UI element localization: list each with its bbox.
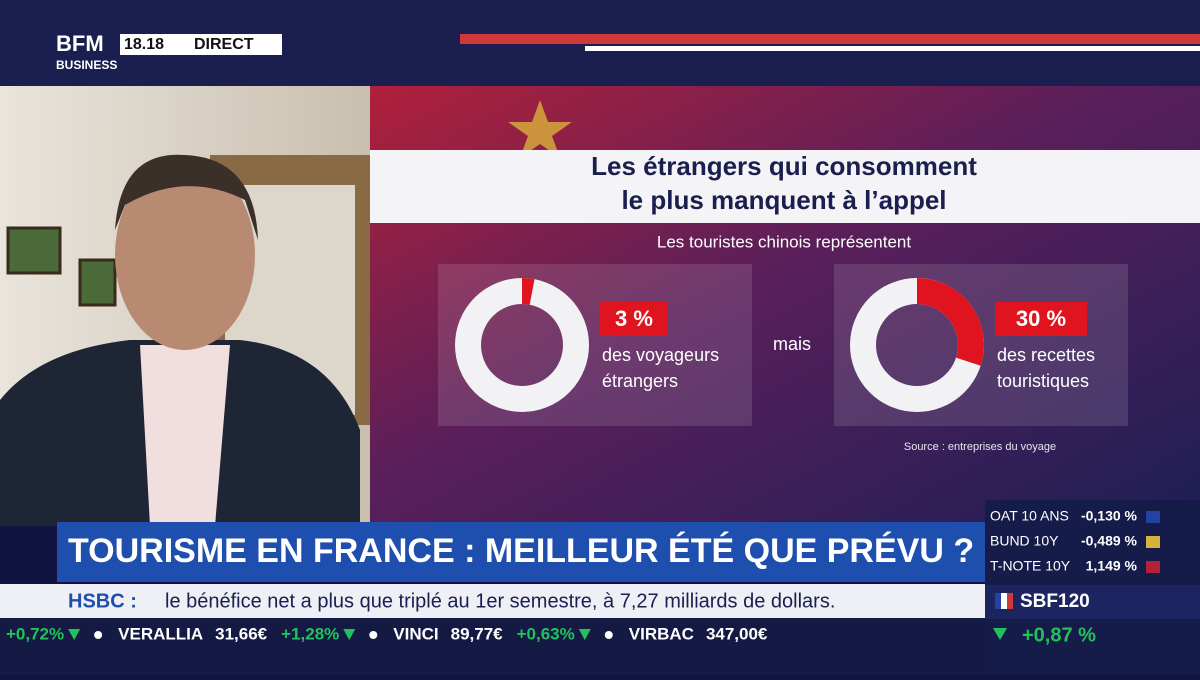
ticker-price: 347,00€: [706, 624, 768, 643]
shirt: [140, 345, 230, 526]
caption: étrangers: [602, 371, 678, 391]
ticker-name: VIRBAC: [629, 624, 694, 643]
ticker-price: 89,77€: [451, 624, 504, 643]
market-value: -0,130 %: [1081, 508, 1138, 524]
flag: [1007, 593, 1013, 609]
value-label: 30 %: [1016, 306, 1066, 331]
ticker-name: VINCI: [393, 624, 438, 643]
ticker-dot: [604, 631, 613, 639]
live: DIRECT: [194, 36, 254, 53]
news-bar: [0, 584, 985, 618]
title-band: [370, 150, 1200, 223]
value-label: 3 %: [615, 306, 653, 331]
donut-slice: [521, 278, 535, 305]
logo: BUSINESS: [56, 58, 117, 72]
market-name: T-NOTE 10Y: [990, 558, 1071, 574]
ticker-dot: [369, 631, 378, 639]
painting: [78, 258, 117, 307]
ticker-arrow: [68, 629, 81, 640]
ticker-change: +0,72%: [6, 624, 64, 643]
headline: TOURISME EN FRANCE : MEILLEUR ÉTÉ QUE PR…: [68, 532, 974, 570]
news-text: le bénéfice net a plus que triplé au 1er…: [165, 590, 835, 612]
index-name: SBF120: [1020, 591, 1090, 612]
ticker-price: 31,66€: [215, 624, 268, 643]
stripe: [460, 34, 1200, 44]
live-box: [120, 34, 282, 55]
ticker-name: VERALLIA: [118, 624, 203, 643]
logo: BFM: [56, 31, 104, 56]
index-change: +0,87 %: [1022, 624, 1096, 646]
graphic-title: Les étrangers qui consomment: [591, 151, 977, 181]
ticker-bar: [0, 618, 985, 675]
value-box: [600, 302, 668, 336]
flag: [1001, 593, 1007, 609]
value-box: [995, 302, 1087, 336]
headline-bar: [57, 522, 985, 582]
arrow: [993, 628, 1007, 640]
star: [508, 100, 572, 158]
hair: [115, 154, 258, 240]
connector: mais: [773, 334, 811, 354]
caption: touristiques: [997, 371, 1089, 391]
ticker-dot: [94, 631, 103, 639]
ticker-change: +1,28%: [281, 624, 339, 643]
graphic-title: le plus manquent à l’appel: [621, 185, 946, 215]
ticker-change: +0,63%: [517, 624, 575, 643]
painting: [6, 226, 62, 275]
ticker-arrow: [343, 629, 356, 640]
flag: [1146, 561, 1160, 573]
stripe: [585, 46, 1200, 51]
market-name: OAT 10 ANS: [990, 508, 1069, 524]
market-value: -0,489 %: [1081, 533, 1138, 549]
news-label: HSBC :: [68, 590, 137, 612]
subtitle: Les touristes chinois représentent: [657, 232, 911, 251]
face: [115, 160, 255, 350]
source: Source : entreprises du voyage: [904, 441, 1056, 453]
flag: [1146, 511, 1160, 523]
flag: [1146, 536, 1160, 548]
caption: des voyageurs: [602, 345, 719, 365]
time: 18.18: [124, 36, 164, 53]
market-name: BUND 10Y: [990, 533, 1059, 549]
ticker-arrow: [578, 629, 591, 640]
donut-slice: [916, 278, 984, 366]
flag: [995, 593, 1001, 609]
caption: des recettes: [997, 345, 1095, 365]
market-value: 1,149 %: [1086, 558, 1138, 574]
index-bar: [985, 585, 1200, 619]
